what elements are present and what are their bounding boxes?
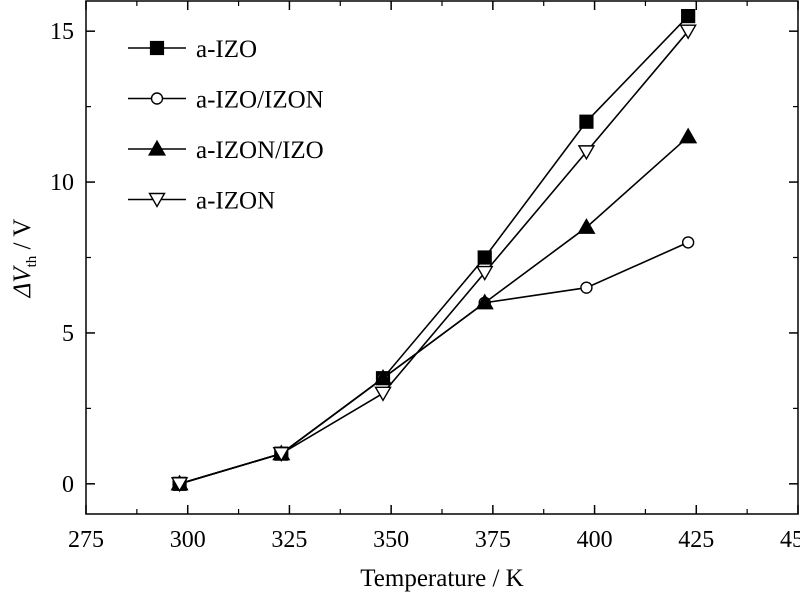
- legend-marker: [150, 92, 164, 105]
- data-point: [577, 145, 596, 161]
- x-tick-label: 325: [271, 527, 307, 553]
- data-point: [373, 368, 393, 385]
- x-tick-label: 375: [475, 527, 511, 553]
- legend-entry: a-IZON: [128, 188, 275, 215]
- y-tick-label: 0: [62, 472, 74, 498]
- y-axis-label-prefix: ΔV: [9, 265, 36, 299]
- series-4: [170, 24, 697, 493]
- data-point: [170, 477, 189, 493]
- x-tick-label: 275: [68, 527, 104, 553]
- x-tick-label: 300: [170, 527, 206, 553]
- legend-marker: [148, 192, 166, 208]
- data-point: [580, 281, 593, 294]
- legend-entry: a-IZO: [128, 36, 257, 63]
- data-point: [374, 386, 392, 402]
- data-point: [477, 250, 492, 265]
- data-point: [679, 24, 697, 40]
- data-point: [476, 265, 494, 281]
- legend-marker: [147, 139, 167, 156]
- series-2: [173, 236, 695, 491]
- x-tick-label: 400: [577, 527, 613, 553]
- data-point: [475, 293, 494, 310]
- y-axis-label-suffix: / V: [9, 219, 36, 256]
- y-axis-label-subscript: th: [24, 255, 40, 267]
- y-axis-label: ΔVth / V: [9, 219, 40, 299]
- y-tick-label: 10: [50, 170, 74, 196]
- data-point: [577, 218, 596, 234]
- x-tick-label: 350: [373, 527, 409, 553]
- data-point: [272, 446, 291, 463]
- data-point: [681, 8, 696, 24]
- series-line: [179, 241, 689, 485]
- tick-labels: 275 300 325 350 375 400 425 450 0 5 10 15: [50, 19, 800, 553]
- x-axis-label: Temperature / K: [360, 565, 523, 592]
- series-layer: [170, 8, 698, 493]
- axis-ticks: [85, 1, 799, 514]
- series-3: [170, 127, 698, 491]
- plot-frame: [85, 0, 799, 515]
- y-tick-label: 5: [62, 321, 74, 347]
- data-point: [579, 114, 594, 129]
- legend-marker: [149, 40, 165, 56]
- series-1: [172, 8, 696, 491]
- data-point: [681, 236, 695, 249]
- series-line: [179, 30, 689, 485]
- legend-label: a-IZON: [196, 188, 275, 215]
- legend-label: a-IZO/IZON: [196, 87, 324, 114]
- data-point: [679, 127, 698, 144]
- y-tick-label: 15: [50, 19, 74, 45]
- legend-label: a-IZON/IZO: [196, 137, 324, 164]
- legend-entry: a-IZON/IZO: [128, 137, 324, 164]
- legend-label: a-IZO: [196, 36, 257, 63]
- legend-entry: a-IZO/IZON: [128, 87, 324, 114]
- x-tick-label: 450: [780, 527, 800, 553]
- x-tick-label: 425: [678, 527, 714, 553]
- legend: a-IZO a-IZO/IZON a-IZON/IZO a-IZON: [128, 36, 324, 215]
